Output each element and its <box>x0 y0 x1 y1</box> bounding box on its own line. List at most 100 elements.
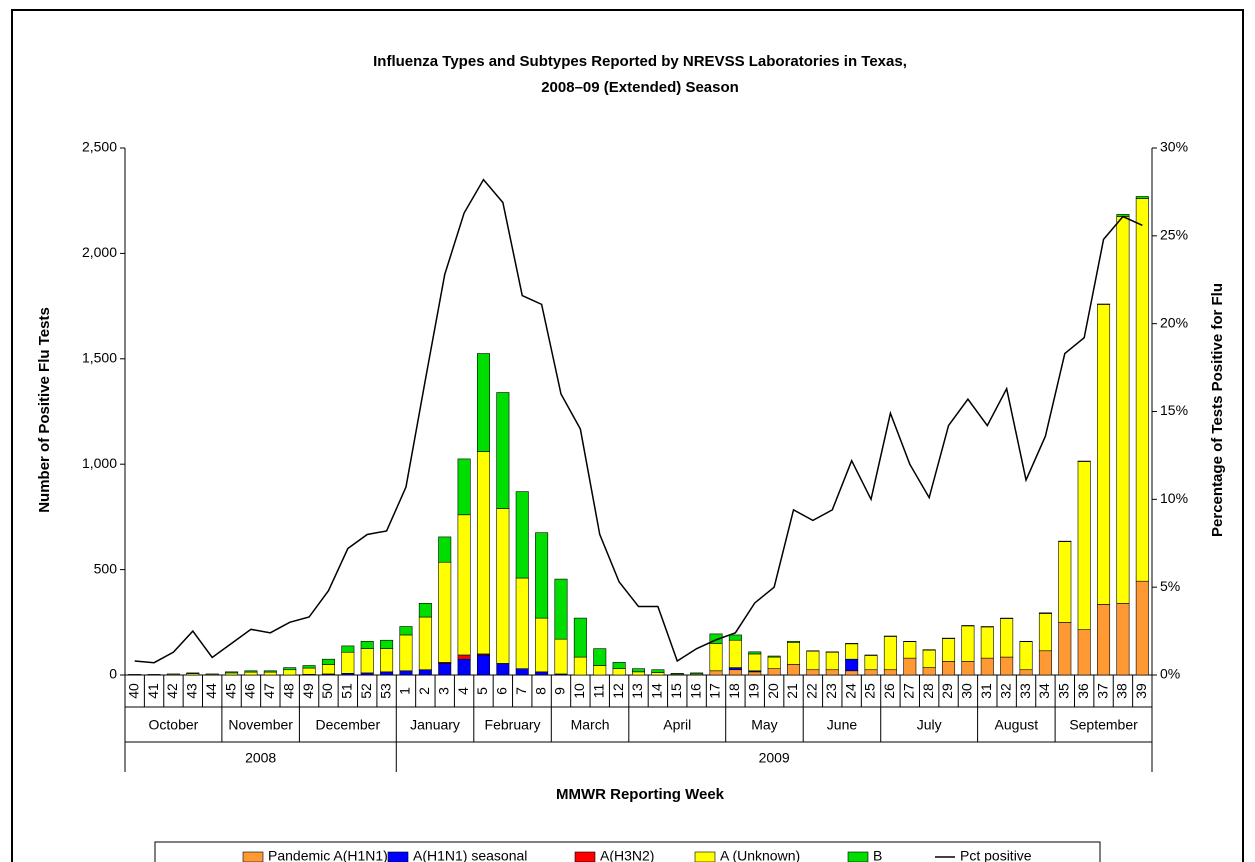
bar-segment <box>321 664 335 675</box>
x-tick-label: 12 <box>610 683 626 699</box>
bar-segment <box>845 670 859 676</box>
month-label: January <box>410 717 460 733</box>
bar-segment <box>535 532 549 619</box>
month-label: November <box>228 717 293 733</box>
bar-segment <box>263 670 277 673</box>
y2-tick-label: 30% <box>1160 139 1188 155</box>
bar-segment <box>612 668 626 676</box>
bar-segment <box>1135 580 1149 676</box>
x-tick-label: 13 <box>629 683 645 699</box>
bar-segment <box>690 672 704 675</box>
x-tick-label: 5 <box>474 687 490 695</box>
legend-label: A(H1N1) seasonal <box>413 848 527 862</box>
chart-title: 2008–09 (Extended) Season <box>541 79 739 96</box>
bar-segment <box>147 674 161 676</box>
bar-segment <box>922 649 936 668</box>
bar-segment <box>1097 304 1111 605</box>
x-tick-label: 39 <box>1133 683 1149 699</box>
x-tick-label: 14 <box>649 683 665 699</box>
year-label: 2009 <box>759 750 790 766</box>
x-tick-label: 33 <box>1017 683 1033 699</box>
bar-segment <box>651 669 665 673</box>
bar-segment <box>457 658 471 676</box>
bar-segment <box>418 616 432 671</box>
bar-segment <box>283 669 297 676</box>
x-tick-label: 18 <box>726 683 742 699</box>
x-tick-label: 34 <box>1036 683 1052 699</box>
bar-segment <box>535 617 549 673</box>
x-tick-label: 30 <box>959 683 975 699</box>
x-tick-label: 53 <box>377 683 393 699</box>
x-tick-label: 24 <box>842 683 858 699</box>
bar-segment <box>1077 461 1091 630</box>
month-label: April <box>663 717 691 733</box>
chart-frame <box>11 9 1244 862</box>
bar-segment <box>825 669 839 676</box>
x-tick-label: 8 <box>532 687 548 695</box>
y-tick-label: 500 <box>94 560 118 576</box>
x-tick-label: 20 <box>765 683 781 699</box>
legend-label: B <box>873 848 882 862</box>
x-tick-label: 28 <box>920 683 936 699</box>
bar-segment <box>864 669 878 676</box>
bar-segment <box>1000 656 1014 676</box>
bar-segment <box>670 673 684 675</box>
x-tick-label: 36 <box>1075 683 1091 699</box>
x-tick-label: 41 <box>145 683 161 699</box>
bar-segment <box>728 634 742 641</box>
x-tick-label: 2 <box>416 687 432 695</box>
legend-label: Pct positive <box>960 848 1032 862</box>
bar-segment <box>1077 629 1091 676</box>
legend-label: Pandemic A(H1N1) <box>268 848 388 862</box>
bar-segment <box>1135 198 1149 582</box>
y-tick-label: 1,000 <box>82 455 117 471</box>
x-tick-label: 31 <box>978 683 994 699</box>
bar-segment <box>787 664 801 676</box>
bar-segment <box>767 656 781 669</box>
bar-segment <box>1135 196 1149 199</box>
bar-segment <box>709 670 723 676</box>
bar-segment <box>283 667 297 671</box>
month-label: June <box>827 717 858 733</box>
bar-segment <box>1019 669 1033 676</box>
bar-segment <box>457 514 471 656</box>
bar-segment <box>1116 603 1130 676</box>
bar-segment <box>186 672 200 674</box>
x-tick-label: 9 <box>552 687 568 695</box>
x-tick-label: 16 <box>687 683 703 699</box>
bar-segment <box>573 617 587 658</box>
legend-label: A(H3N2) <box>600 848 654 862</box>
bar-segment <box>1058 621 1072 676</box>
chart-title: Influenza Types and Subtypes Reported by… <box>373 53 907 70</box>
bar-segment <box>845 643 859 660</box>
y2-tick-label: 25% <box>1160 227 1188 243</box>
bar-segment <box>476 451 490 655</box>
bar-segment <box>302 665 316 669</box>
bar-segment <box>1058 541 1072 623</box>
y2-tick-label: 20% <box>1160 314 1188 330</box>
y-axis-label: Number of Positive Flu Tests <box>36 307 53 513</box>
month-label: March <box>571 717 610 733</box>
x-tick-label: 38 <box>1114 683 1130 699</box>
legend-swatch <box>847 851 869 862</box>
bar-segment <box>787 640 801 643</box>
bar-segment <box>903 641 917 659</box>
x-tick-label: 27 <box>900 683 916 699</box>
y-tick-label: 1,500 <box>82 350 117 366</box>
x-tick-label: 32 <box>997 683 1013 699</box>
bar-segment <box>535 671 549 676</box>
x-tick-label: 35 <box>1056 683 1072 699</box>
bar-segment <box>341 645 355 653</box>
x-tick-label: 10 <box>571 683 587 699</box>
x-tick-label: 45 <box>222 683 238 699</box>
x-tick-label: 52 <box>358 683 374 699</box>
bar-segment <box>457 458 471 516</box>
bar-segment <box>787 642 801 665</box>
x-tick-label: 37 <box>1094 683 1110 699</box>
bar-segment <box>806 650 820 671</box>
x-tick-label: 47 <box>261 683 277 699</box>
bar-segment <box>709 633 723 644</box>
y-tick-label: 2,500 <box>82 139 117 155</box>
x-tick-label: 7 <box>513 687 529 695</box>
